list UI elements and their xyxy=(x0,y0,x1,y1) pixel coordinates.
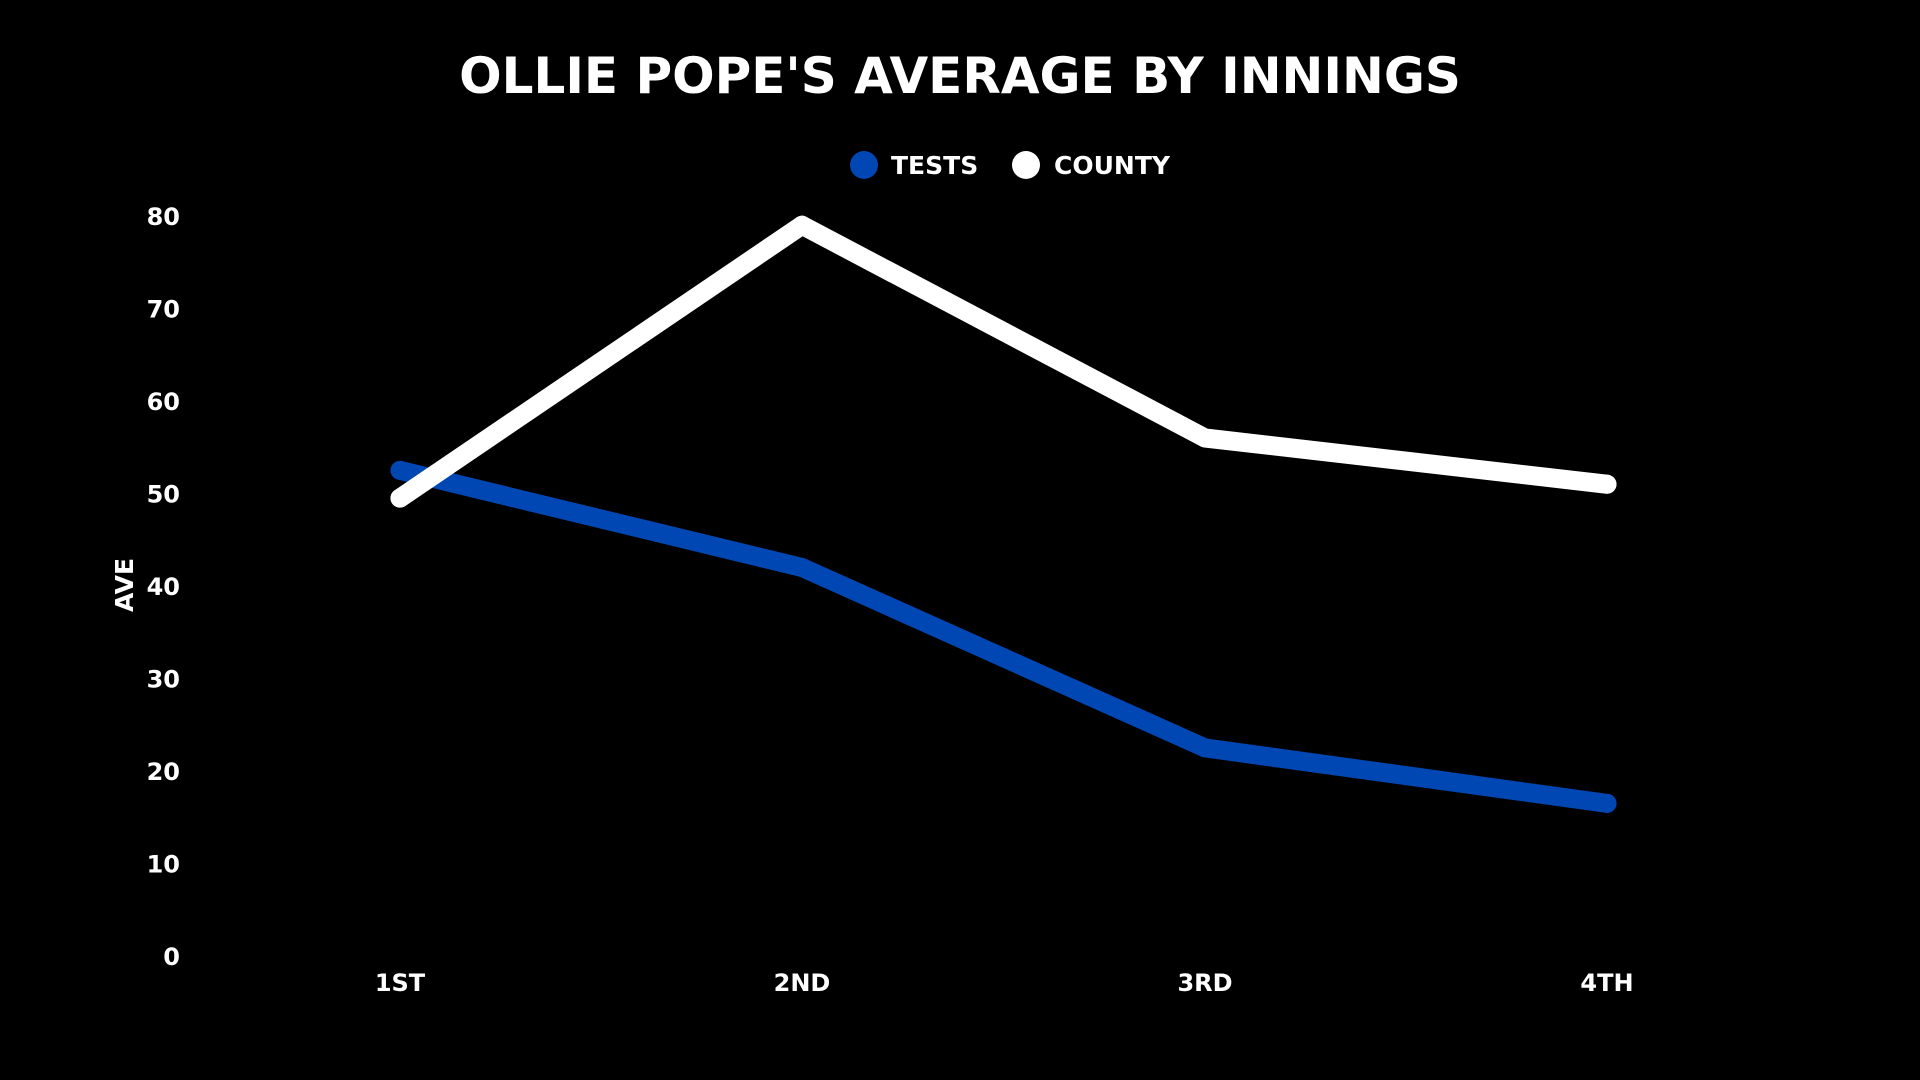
legend-marker-county xyxy=(1012,151,1040,179)
data-point-tests xyxy=(792,558,812,577)
y-tick-label: 0 xyxy=(163,943,180,971)
data-point-county xyxy=(1597,474,1617,494)
series-line-tests xyxy=(390,460,1617,813)
x-tick-label: 4TH xyxy=(1580,969,1633,997)
legend-label-county: COUNTY xyxy=(1054,151,1171,180)
data-point-county xyxy=(390,488,410,508)
legend-label-tests: TESTS xyxy=(891,151,978,180)
series-lines xyxy=(390,215,1617,813)
data-point-tests xyxy=(1195,738,1215,758)
y-tick-label: 80 xyxy=(147,203,180,231)
y-tick-label: 20 xyxy=(147,758,180,786)
series-line-county xyxy=(390,215,1617,508)
legend-marker-tests xyxy=(850,151,878,179)
y-tick-label: 50 xyxy=(147,481,180,509)
data-point-tests xyxy=(1597,793,1617,813)
y-tick-label: 60 xyxy=(147,388,180,416)
y-tick-label: 30 xyxy=(147,666,180,694)
data-point-county xyxy=(1195,428,1215,448)
y-tick-label: 10 xyxy=(147,851,180,879)
y-axis-ticks: 0 10 20 30 40 50 60 70 80 xyxy=(147,203,180,971)
data-point-county xyxy=(792,215,812,235)
x-tick-label: 2ND xyxy=(774,969,831,997)
legend: TESTS COUNTY xyxy=(850,151,1171,180)
x-tick-label: 1ST xyxy=(375,969,426,997)
data-point-tests xyxy=(390,460,410,480)
x-tick-label: 3RD xyxy=(1177,969,1232,997)
y-axis-label: AVE xyxy=(110,558,139,612)
chart-title: OLLIE POPE'S AVERAGE BY INNINGS xyxy=(459,47,1461,105)
y-tick-label: 40 xyxy=(147,573,180,601)
x-axis-ticks: 1ST 2ND 3RD 4TH xyxy=(375,969,1634,997)
y-tick-label: 70 xyxy=(147,296,180,324)
